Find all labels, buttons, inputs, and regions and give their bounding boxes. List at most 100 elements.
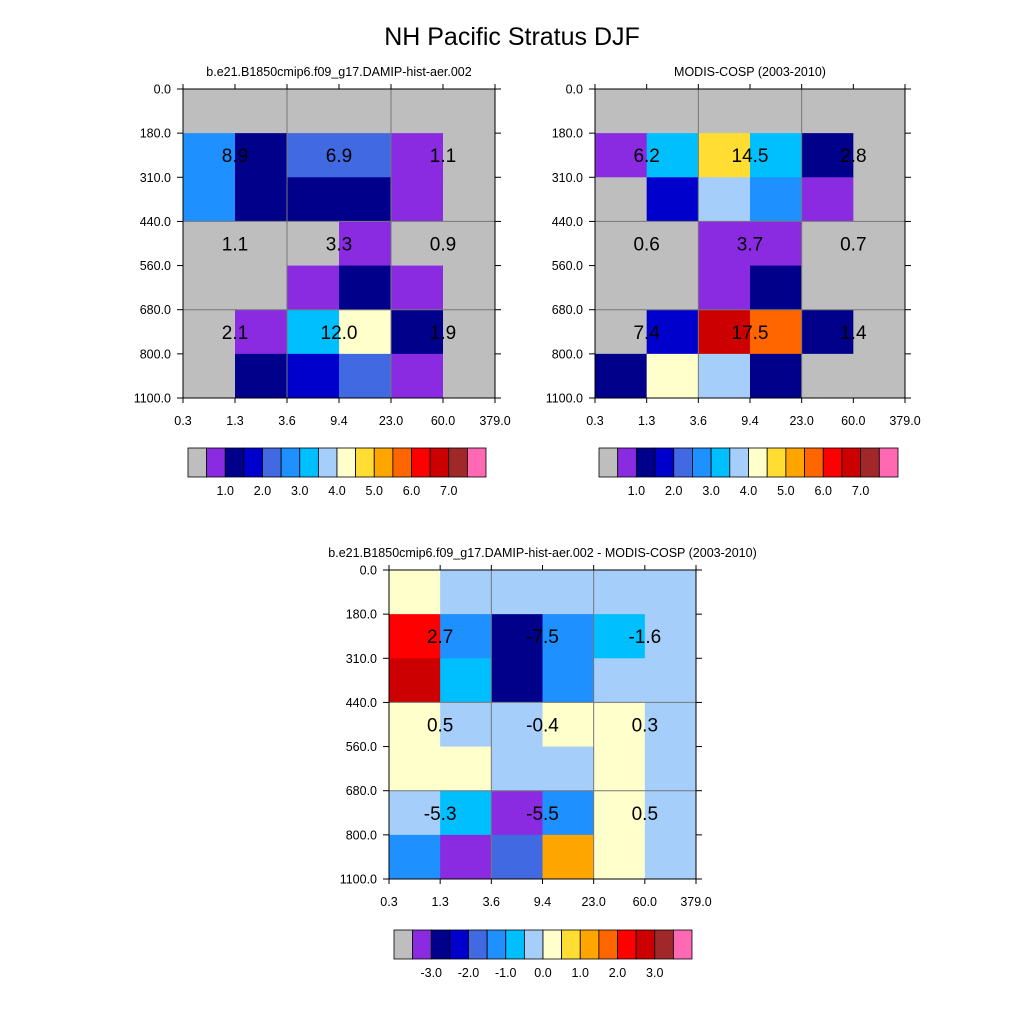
heatmap-cell: [644, 702, 697, 748]
heatmap-cell: [593, 570, 646, 615]
heatmap-cell: [801, 309, 854, 355]
colorbar-swatch: [598, 929, 618, 960]
panel-observation: MODIS-COSP (2003-2010) 0.3 1.3 3.6 9.4 23.0 60…: [546, 65, 921, 498]
colorbar-swatch: [505, 929, 525, 960]
heatmap-cell: [593, 702, 646, 748]
heatmap-cell: [750, 89, 803, 134]
colorbar-swatch: [635, 929, 656, 960]
heatmap-cell: [491, 702, 543, 748]
x-tick-label: 0.3: [586, 414, 603, 428]
cell-value-label: 17.5: [732, 323, 769, 344]
colorbar-swatch: [841, 447, 862, 478]
heatmap-cell: [644, 834, 697, 880]
cell-value-label: 6.9: [326, 146, 352, 167]
heatmap-cell: [853, 353, 906, 399]
heatmap-cell: [391, 221, 444, 267]
colorbar-label: 3.0: [646, 966, 663, 980]
x-tick-label: 23.0: [581, 895, 605, 909]
y-tick-label: 560.0: [552, 259, 583, 273]
colorbar-swatch: [355, 447, 375, 478]
y-tick-label: 1100.0: [134, 392, 171, 406]
cell-value-label: 1.1: [222, 235, 248, 256]
heatmap-cell: [750, 177, 803, 222]
heatmap-cell: [235, 89, 288, 134]
colorbar-swatch: [411, 447, 431, 478]
heatmap-cell: [443, 221, 496, 267]
x-tick-label: 0.3: [174, 414, 191, 428]
heatmap-cell: [646, 353, 699, 399]
cell-value-label: 1.1: [430, 146, 456, 167]
colorbar-swatch: [561, 929, 581, 960]
heatmap-cell: [801, 265, 854, 311]
colorbar-swatch: [692, 447, 712, 478]
colorbar-label: 6.0: [403, 484, 420, 498]
heatmap-cell: [440, 790, 492, 836]
colorbar-swatch: [429, 447, 450, 478]
colorbar-swatch: [448, 447, 468, 478]
colorbar-label: 4.0: [740, 484, 757, 498]
y-tick-label: 310.0: [346, 652, 377, 666]
heatmap-cell: [750, 265, 803, 311]
heatmap-cell: [183, 221, 236, 267]
heatmap-cell: [593, 834, 646, 880]
heatmap-cell: [339, 221, 392, 267]
heatmap-cell: [391, 177, 444, 222]
heatmap-cell: [339, 265, 392, 311]
heatmap-cell: [443, 133, 496, 178]
cell-value-label: 2.7: [427, 627, 453, 648]
colorbar-label: 2.0: [665, 484, 682, 498]
colorbar-swatch: [317, 447, 338, 478]
heatmap-cell: [595, 309, 648, 355]
x-tick-label: 9.4: [330, 414, 347, 428]
heatmap-cell: [698, 221, 751, 267]
heatmap-cell: [750, 133, 803, 178]
colorbar-label: 3.0: [702, 484, 719, 498]
colorbar-label: -1.0: [495, 966, 517, 980]
heatmap-cell: [595, 265, 648, 311]
heatmap-cell: [235, 265, 288, 311]
y-tick-label: 310.0: [552, 171, 583, 185]
y-tick-label: 0.0: [154, 83, 171, 97]
heatmap-cell: [593, 790, 646, 836]
heatmap-cell: [339, 177, 392, 222]
heatmap-cell: [593, 658, 646, 703]
colorbar-swatch: [206, 447, 226, 478]
colorbar-swatch: [822, 447, 843, 478]
heatmap-cell: [339, 89, 392, 134]
heatmap-cell: [391, 89, 444, 134]
y-tick-label: 680.0: [346, 784, 377, 798]
y-tick-label: 310.0: [140, 171, 171, 185]
colorbar-swatch: [392, 447, 412, 478]
heatmap-cell: [698, 177, 751, 222]
heatmap-cell: [698, 133, 751, 178]
colorbar-swatch: [280, 447, 301, 478]
colorbar-swatch: [766, 447, 787, 478]
heatmap-cell: [491, 790, 543, 836]
y-tick-label: 440.0: [552, 215, 583, 229]
panel-model: b.e21.B1850cmip6.f09_g17.DAMIP-hist-aer.…: [134, 65, 511, 498]
colorbar-label: 4.0: [328, 484, 345, 498]
heatmap-cell: [595, 177, 648, 222]
heatmap-cell: [750, 309, 803, 355]
figure-title: NH Pacific Stratus DJF: [384, 23, 640, 51]
x-tick-label: 23.0: [379, 414, 403, 428]
heatmap-cell: [853, 265, 906, 311]
heatmap-cell: [542, 614, 595, 659]
heatmap-cell: [235, 353, 288, 399]
colorbar-swatch: [262, 447, 282, 478]
colorbar-swatch: [393, 929, 414, 960]
colorbar-swatch: [224, 447, 245, 478]
x-tick-label: 3.6: [278, 414, 295, 428]
colorbar-label: 2.0: [254, 484, 271, 498]
x-tick-label: 60.0: [633, 895, 657, 909]
cell-value-label: 7.4: [633, 323, 660, 344]
x-tick-label: 1.3: [431, 895, 448, 909]
cell-value-label: 8.9: [222, 146, 248, 167]
heatmap-cell: [801, 353, 854, 399]
heatmap-cell: [698, 309, 751, 355]
heatmap-cell: [595, 89, 648, 134]
cell-value-label: 3.7: [737, 235, 763, 256]
colorbar-swatch: [617, 447, 637, 478]
heatmap-cell: [853, 177, 906, 222]
cell-value-label: 0.7: [840, 235, 866, 256]
